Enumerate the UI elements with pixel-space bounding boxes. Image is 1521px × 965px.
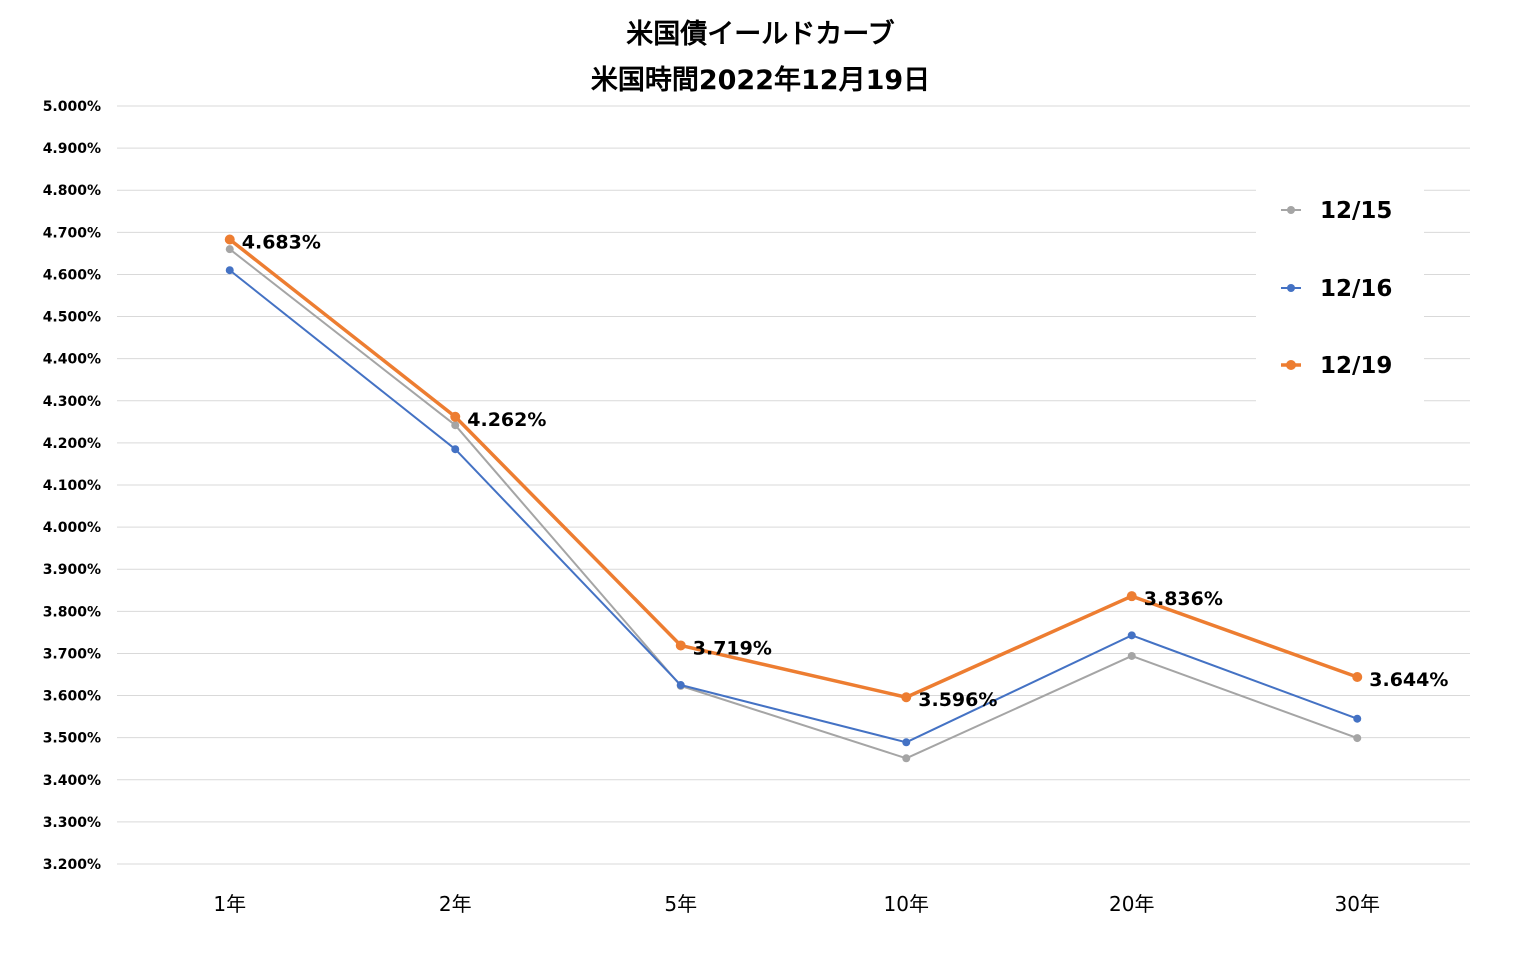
data-point <box>224 234 235 245</box>
y-axis-tick-labels: 3.200% 3.300% 3.400% 3.500% 3.600% 3.700% 3.80… <box>43 99 101 873</box>
legend: 12/15 12/16 12/19 <box>1256 180 1424 402</box>
y-tick-label: 3.900% <box>43 562 101 578</box>
series-line <box>229 269 1358 744</box>
data-point <box>1353 714 1362 723</box>
y-tick-label: 3.400% <box>43 773 101 789</box>
data-point <box>451 445 460 454</box>
data-point <box>676 681 685 690</box>
data-point <box>901 692 912 703</box>
y-tick-label: 4.200% <box>43 436 101 452</box>
y-tick-label: 3.200% <box>43 857 101 873</box>
y-tick-label: 4.500% <box>43 310 101 326</box>
legend-label: 12/19 <box>1320 353 1392 379</box>
data-labels: 4.683% 4.262% 3.719% 3.596% 3.836% 3.644% <box>242 231 1449 711</box>
data-point <box>1352 672 1363 683</box>
legend-swatch-marker <box>1287 206 1295 214</box>
legend-label: 12/15 <box>1320 198 1392 224</box>
series-12-15 <box>225 245 1362 763</box>
y-tick-label: 3.300% <box>43 815 101 831</box>
y-tick-label: 3.600% <box>43 689 101 705</box>
x-tick-label: 1年 <box>213 892 246 916</box>
y-tick-label: 4.100% <box>43 478 101 494</box>
x-axis-tick-labels: 1年 2年 5年 10年 20年 30年 <box>213 892 1380 916</box>
series-line <box>229 248 1358 760</box>
x-tick-label: 20年 <box>1109 892 1154 916</box>
y-tick-label: 5.000% <box>43 99 101 115</box>
legend-item: 12/19 <box>1281 353 1392 379</box>
chart-title: 米国債イールドカーブ <box>626 19 895 50</box>
data-point <box>225 245 234 254</box>
series-12-16 <box>225 266 1362 747</box>
data-point <box>1127 631 1136 640</box>
y-tick-label: 3.700% <box>43 646 101 662</box>
data-point <box>451 421 460 430</box>
data-point <box>225 266 234 275</box>
y-tick-label: 4.400% <box>43 352 101 368</box>
x-tick-label: 10年 <box>884 892 929 916</box>
legend-item: 12/15 <box>1281 198 1392 224</box>
x-tick-label: 5年 <box>664 892 697 916</box>
y-tick-label: 4.600% <box>43 267 101 283</box>
x-tick-label: 30年 <box>1335 892 1380 916</box>
y-tick-label: 4.800% <box>43 183 101 199</box>
y-tick-label: 4.700% <box>43 225 101 241</box>
legend-item: 12/16 <box>1281 276 1392 302</box>
data-label: 3.596% <box>918 689 997 711</box>
data-label: 3.644% <box>1369 669 1448 691</box>
data-point <box>1127 651 1136 660</box>
series-lines <box>224 234 1363 763</box>
data-point <box>675 640 686 651</box>
data-point <box>450 411 461 422</box>
data-label: 4.683% <box>242 231 321 253</box>
gridlines <box>117 105 1470 865</box>
chart-title-block: 米国債イールドカーブ 米国時間2022年12月19日 <box>0 12 1521 104</box>
y-tick-label: 4.900% <box>43 141 101 157</box>
y-tick-label: 4.000% <box>43 520 101 536</box>
data-label: 4.262% <box>467 409 546 431</box>
series-12-19 <box>224 234 1363 703</box>
data-point <box>902 754 911 763</box>
data-point <box>1353 734 1362 743</box>
series-line <box>228 238 1358 699</box>
data-label: 3.836% <box>1144 588 1223 610</box>
legend-label: 12/16 <box>1320 276 1392 302</box>
chart-subtitle: 米国時間2022年12月19日 <box>590 65 931 96</box>
y-tick-label: 3.800% <box>43 604 101 620</box>
legend-swatch-marker <box>1286 360 1296 370</box>
x-tick-label: 2年 <box>439 892 472 916</box>
data-point <box>902 738 911 747</box>
data-point <box>1126 591 1137 602</box>
y-tick-label: 3.500% <box>43 731 101 747</box>
data-label: 3.719% <box>693 637 772 659</box>
legend-swatch-marker <box>1287 284 1295 292</box>
y-tick-label: 4.300% <box>43 394 101 410</box>
